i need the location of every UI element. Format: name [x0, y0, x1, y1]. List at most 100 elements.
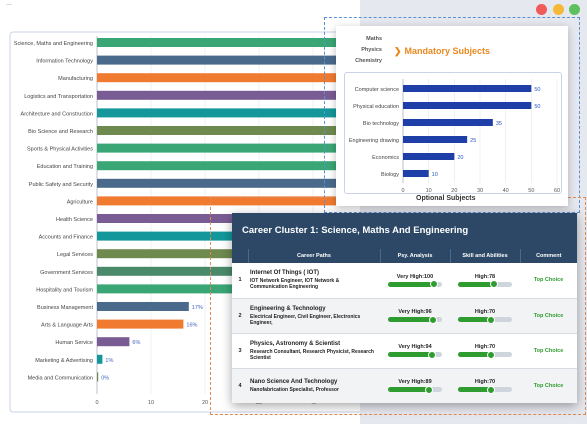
x-tick-label: 0	[401, 188, 404, 194]
skill-abilities-cell: High:70	[450, 368, 520, 403]
psy-analysis-label: Very High:100	[396, 273, 434, 280]
bar	[97, 231, 360, 241]
bar	[97, 143, 360, 153]
data-label: 25	[470, 138, 476, 144]
category-label: Bio Science and Research	[28, 129, 93, 135]
skill-abilities-label: High:70	[474, 379, 496, 385]
category-label: Agriculture	[67, 199, 93, 205]
mandatory-subjects-label: Mandatory Subjects	[404, 46, 491, 56]
category-label: Bio technology	[363, 121, 399, 127]
data-label: 16%	[186, 323, 197, 329]
subject-maths: Maths	[366, 36, 382, 42]
skill-abilities-knob	[486, 315, 495, 324]
bar	[403, 102, 532, 109]
bar	[97, 55, 360, 65]
column-header-skill-abilities: Skill and Abilities	[449, 249, 520, 263]
x-tick-label: 20	[202, 400, 208, 406]
bar	[403, 136, 468, 143]
skill-abilities-track	[458, 350, 512, 359]
bar	[97, 266, 281, 276]
career-table-body: 1 Internet Of Things ( IOT) IOT Network …	[232, 263, 577, 403]
career-path-description: IOT Network Engineer, IOT Network & Comm…	[250, 278, 340, 291]
career-path-description: Research Consultant, Research Physicist,…	[250, 348, 374, 361]
close-window-dot[interactable]	[536, 4, 547, 15]
table-row: 4 Nano Science And Technology Nanofabric…	[232, 368, 577, 403]
x-tick-label: 50	[528, 188, 534, 194]
psy-analysis-track	[388, 315, 442, 324]
row-number: 4	[238, 382, 242, 389]
data-label: 35	[496, 121, 502, 127]
skill-abilities-cell: High:78	[450, 263, 520, 298]
bar	[97, 354, 103, 364]
psy-analysis-track	[388, 385, 442, 394]
skill-abilities-cell: High:70	[450, 333, 520, 368]
career-path-title: Internet Of Things ( IOT)	[250, 270, 319, 277]
column-header-psy-analysis: Psy. Analysis	[379, 249, 450, 263]
bar	[97, 161, 360, 171]
career-paths-table: Career Paths Psy. Analysis Skill and Abi…	[232, 249, 577, 403]
data-label: 20	[457, 155, 463, 161]
psy-analysis-fill	[388, 281, 435, 287]
psy-analysis-cell: Very High:94	[380, 333, 450, 368]
skill-abilities-knob	[486, 385, 495, 394]
data-label: 50	[534, 104, 540, 110]
category-label: Business Management	[37, 305, 93, 311]
bar	[403, 85, 532, 92]
career-cluster-title: Career Cluster 1: Science, Maths And Eng…	[232, 213, 577, 249]
category-label: Engineering drawing	[349, 138, 399, 144]
bar	[97, 90, 360, 100]
skill-abilities-label: High:78	[474, 273, 496, 280]
career-path-cell: Nano Science And Technology Nanofabricat…	[248, 368, 380, 403]
bar	[97, 196, 360, 206]
bar	[97, 38, 360, 47]
bar	[97, 214, 360, 223]
psy-analysis-label: Very High:94	[398, 344, 432, 350]
psy-analysis-fill	[388, 317, 433, 322]
x-tick-label: 20	[451, 188, 457, 194]
table-header-row: Career Paths Psy. Analysis Skill and Abi…	[232, 249, 577, 263]
table-row: 3 Physics, Astronomy & Scientist Researc…	[232, 333, 577, 368]
psy-analysis-knob	[425, 385, 434, 394]
category-label: Sports & Physical Activities	[27, 147, 93, 153]
x-tick-label: 30	[256, 400, 262, 406]
category-label: Public Safety and Security	[29, 182, 93, 188]
skill-abilities-knob	[486, 350, 495, 359]
psy-analysis-label: Very High:89	[398, 379, 432, 385]
comment-cell: Top Choice	[533, 382, 564, 389]
column-header-career-paths: Career Paths	[247, 249, 380, 263]
career-cluster-card: Career Cluster 1: Science, Maths And Eng…	[232, 213, 577, 403]
career-path-description: Nanofabrication Specialist, Professor	[250, 386, 339, 393]
bar	[97, 372, 99, 382]
bar	[403, 170, 429, 177]
skill-abilities-fill	[458, 281, 495, 287]
skill-abilities-fill	[458, 352, 491, 357]
row-number: 2	[238, 312, 242, 319]
bar	[403, 153, 455, 160]
psy-analysis-knob	[428, 315, 437, 324]
category-label: Biology	[381, 172, 399, 178]
category-label: Hospitality and Tourism	[36, 287, 93, 293]
maximize-window-dot[interactable]	[569, 4, 580, 15]
bar	[97, 284, 259, 294]
column-header-number	[232, 249, 248, 263]
psy-analysis-track	[388, 280, 442, 289]
skill-abilities-fill	[458, 317, 491, 322]
skill-abilities-track	[458, 280, 512, 289]
subject-physics: Physics	[361, 47, 382, 53]
skill-abilities-label: High:70	[474, 309, 496, 315]
category-label: Physical education	[353, 104, 399, 110]
bar	[97, 302, 189, 311]
career-path-cell: Internet Of Things ( IOT) IOT Network En…	[248, 263, 380, 298]
table-row: 2 Engineering & Technology Electrical En…	[232, 298, 577, 333]
chevron-right-icon: ❯	[394, 46, 402, 56]
category-label: Economics	[372, 155, 399, 161]
career-path-title: Physics, Astronomy & Scientist	[250, 340, 341, 347]
optional-subjects-frame: 0 10 20 30 40 50 60 Computer science 50 Physical …	[344, 72, 562, 194]
career-path-cell: Engineering & Technology Electrical Engi…	[248, 298, 380, 333]
category-label: Media and Communication	[28, 375, 93, 381]
minimize-window-dot[interactable]	[553, 4, 564, 15]
bar	[97, 126, 360, 135]
psy-analysis-fill	[388, 387, 430, 392]
truncated-heading: ...	[6, 0, 12, 7]
category-label: Arts & Language Arts	[41, 323, 93, 329]
